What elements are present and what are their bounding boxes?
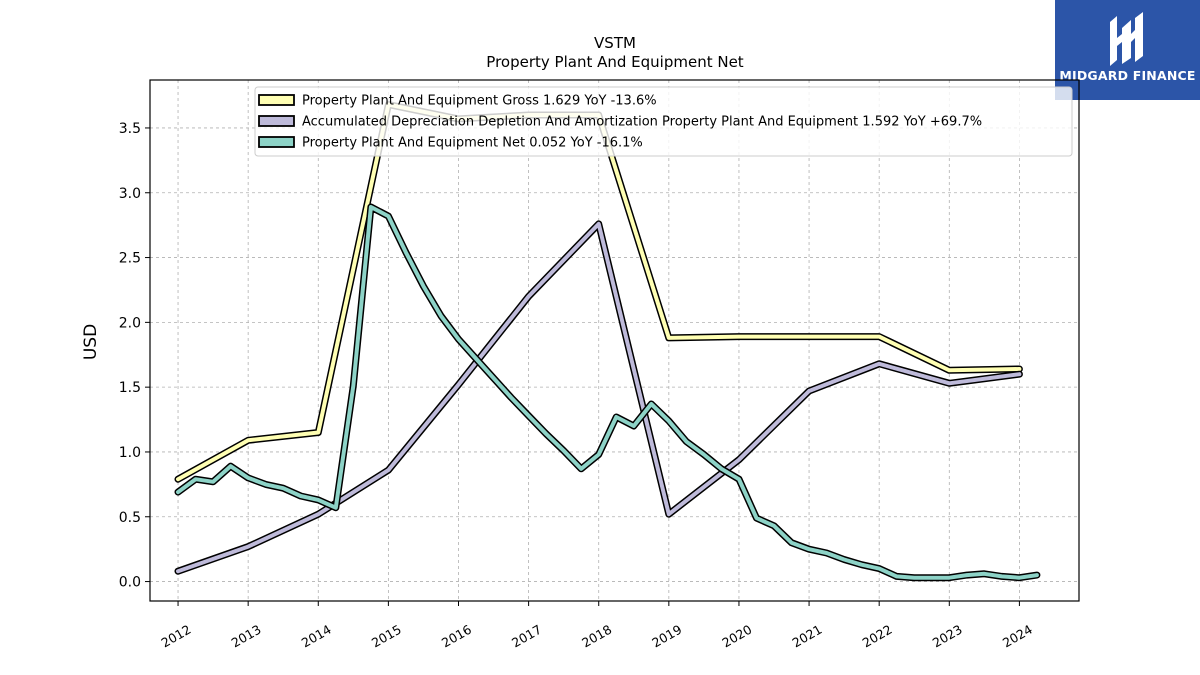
legend-label-0: Property Plant And Equipment Gross 1.629… bbox=[302, 94, 657, 109]
y-tick-label: 3.5 bbox=[119, 121, 141, 137]
legend-swatch-1 bbox=[258, 115, 295, 127]
brand-name: MIDGARD FINANCE bbox=[1059, 68, 1196, 83]
y-tick-label: 0.5 bbox=[119, 510, 141, 526]
x-tick-label: 2024 bbox=[1000, 622, 1035, 651]
legend: Property Plant And Equipment Gross 1.629… bbox=[254, 86, 1073, 157]
midgard-m-mark-icon bbox=[1110, 12, 1143, 66]
x-tick-label: 2019 bbox=[649, 622, 684, 651]
x-tick-label: 2022 bbox=[860, 622, 895, 651]
x-tick-label: 2012 bbox=[158, 622, 193, 651]
legend-label-1: Accumulated Depreciation Depletion And A… bbox=[302, 115, 982, 130]
series-lines bbox=[174, 101, 1041, 582]
y-tick-label: 2.5 bbox=[119, 251, 141, 267]
y-axis-label: USD bbox=[81, 324, 101, 360]
series-line-2 bbox=[176, 205, 1039, 580]
x-tick-label: 2018 bbox=[579, 622, 614, 651]
legend-label-2: Property Plant And Equipment Net 0.052 Y… bbox=[302, 136, 643, 151]
x-tick-label: 2013 bbox=[229, 622, 264, 651]
chart-title: VSTM bbox=[594, 34, 636, 52]
x-tick-label: 2020 bbox=[719, 622, 754, 651]
series-line-1 bbox=[176, 221, 1022, 574]
chart-subtitle: Property Plant And Equipment Net bbox=[486, 53, 743, 71]
x-tick-label: 2014 bbox=[299, 622, 334, 651]
legend-swatch-2 bbox=[258, 136, 295, 148]
y-tick-label: 1.5 bbox=[119, 380, 141, 396]
x-tick-label: 2016 bbox=[439, 622, 474, 651]
x-tick-label: 2017 bbox=[509, 622, 544, 651]
legend-swatch-0 bbox=[258, 94, 295, 106]
legend-box bbox=[254, 86, 1073, 157]
x-tick-label: 2021 bbox=[790, 622, 825, 651]
y-tick-label: 0.0 bbox=[119, 575, 141, 591]
x-tick-label: 2015 bbox=[369, 622, 404, 651]
y-tick-label: 2.0 bbox=[119, 315, 141, 331]
plot-frame bbox=[149, 79, 1080, 602]
y-tick-label: 1.0 bbox=[119, 445, 141, 461]
axis-ticks: 0.0 0.5 1.0 1.5 2.0 2.5 3.0 3.5 2012 2013 2014 2015… bbox=[119, 121, 1035, 651]
y-tick-label: 3.0 bbox=[119, 186, 141, 202]
x-tick-label: 2023 bbox=[930, 622, 965, 651]
